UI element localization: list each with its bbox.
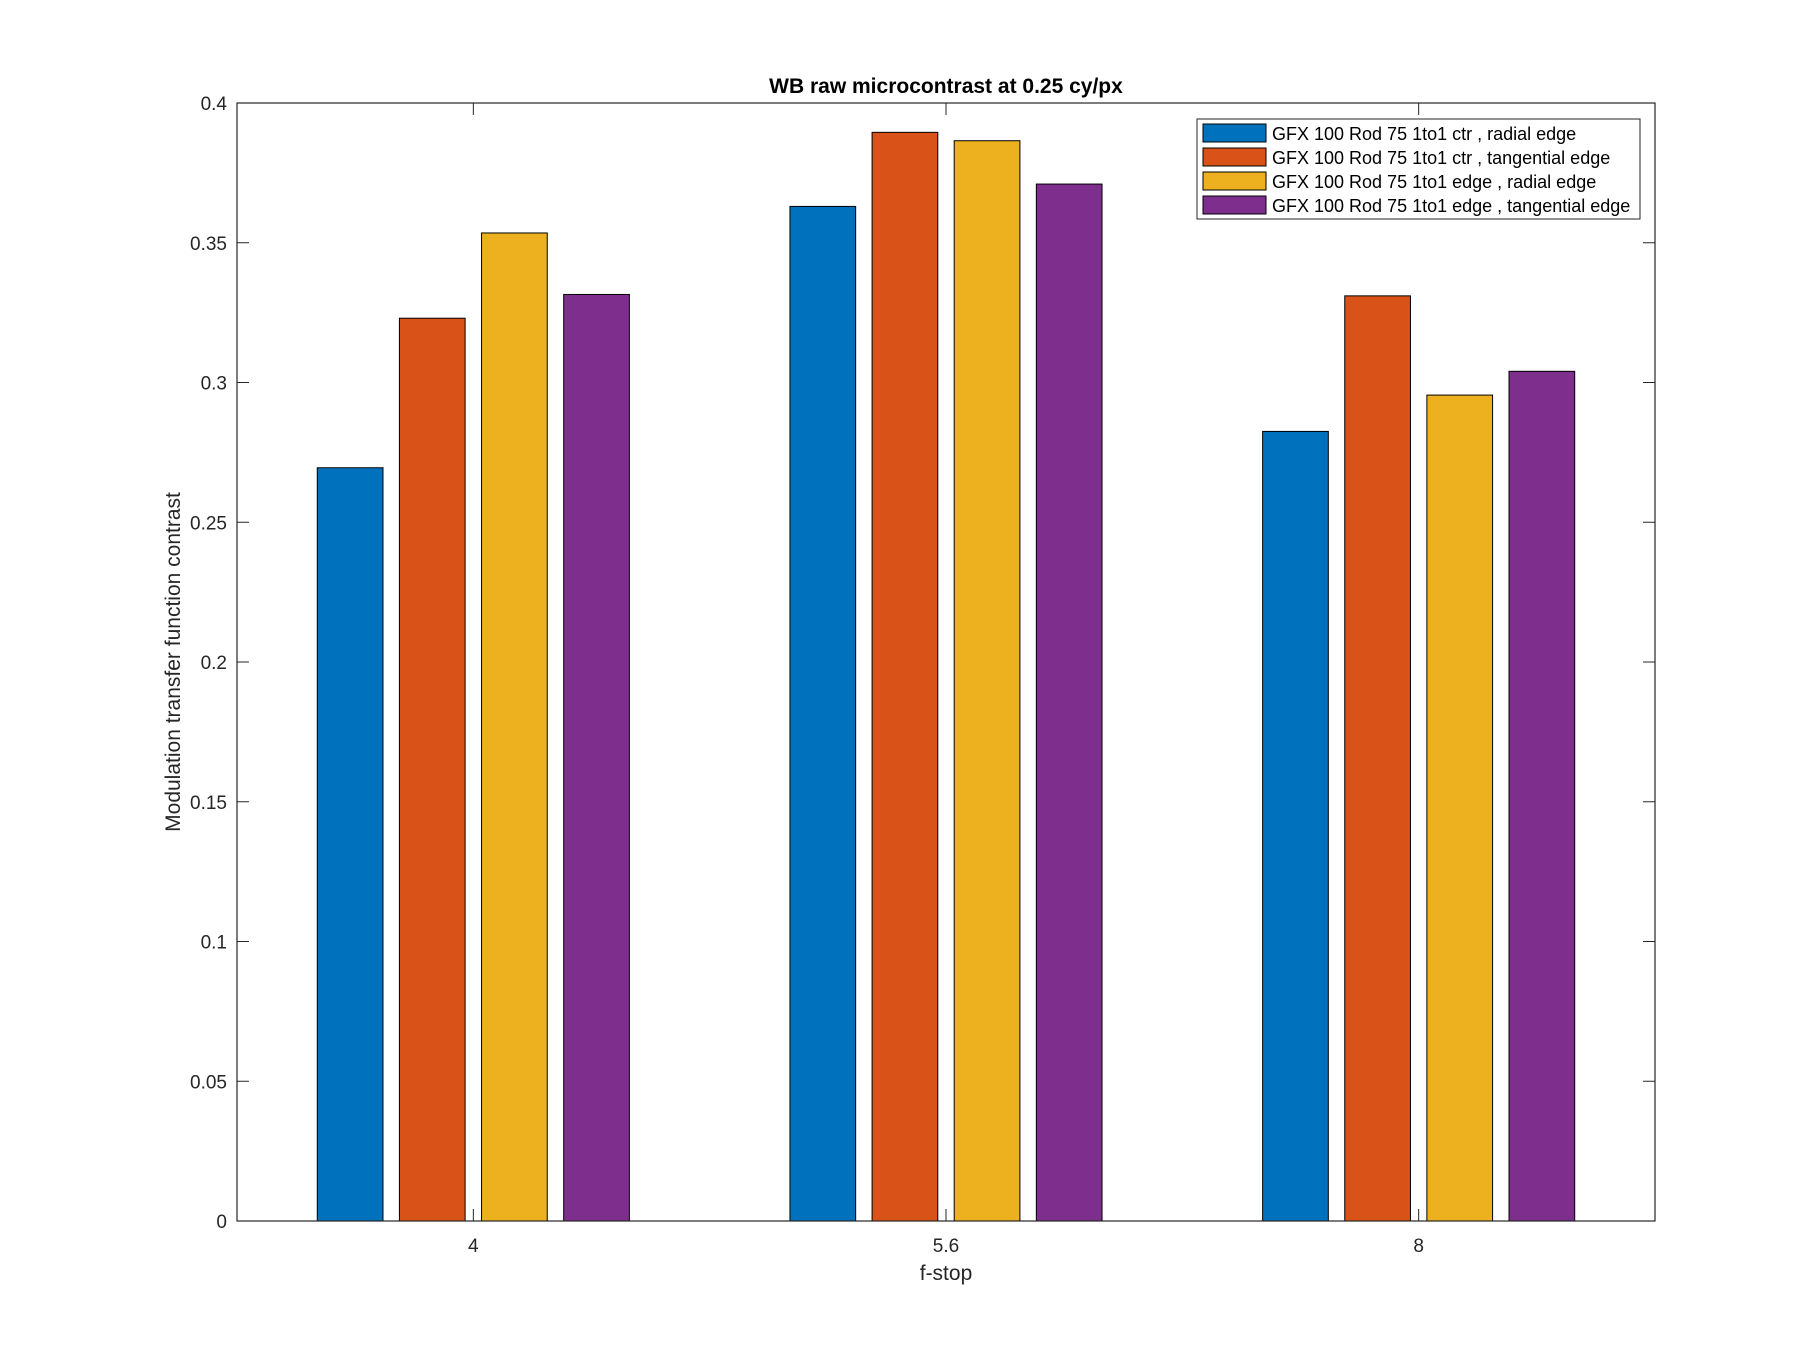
bar-8-series-4	[1508, 370, 1576, 1222]
y-tick-label: 0.05	[190, 1072, 227, 1093]
legend-swatch-2	[1202, 147, 1267, 167]
y-tick-label: 0.35	[190, 234, 227, 255]
x-tick-label: 8	[1413, 1236, 1424, 1257]
y-tick-label: 0.2	[201, 653, 227, 674]
legend-label-4: GFX 100 Rod 75 1to1 edge , tangential ed…	[1272, 196, 1630, 216]
legend-label-2: GFX 100 Rod 75 1to1 ctr , tangential edg…	[1272, 148, 1610, 168]
ticks-layer: 0 0.05 0.1 0.15 0.2 0.25 0.3 0.35 0.4 4 5.6 8	[190, 94, 1655, 1257]
bar-5-6-series-1	[789, 205, 857, 1222]
chart-title: WB raw microcontrast at 0.25 cy/px	[769, 75, 1123, 98]
bar-8-series-2	[1344, 295, 1411, 1222]
bar-4-series-4	[563, 293, 630, 1222]
y-tick-label: 0	[216, 1212, 227, 1233]
y-tick-label: 0.1	[201, 933, 227, 954]
bars-layer	[316, 131, 1576, 1222]
y-tick-label: 0.25	[190, 513, 227, 534]
legend-swatch-1	[1202, 123, 1267, 143]
legend-swatch-4	[1202, 195, 1267, 215]
bar-4-series-2	[398, 317, 466, 1222]
x-tick-label: 5.6	[933, 1236, 959, 1257]
legend-box	[1196, 118, 1641, 220]
bar-8-series-1	[1262, 430, 1329, 1222]
bar-5-6-series-4	[1035, 183, 1103, 1222]
bar-4-series-1	[316, 467, 384, 1222]
plot-frame	[236, 102, 1656, 1222]
legend-swatch-3	[1202, 171, 1267, 191]
y-tick-label: 0.4	[201, 94, 228, 115]
x-axis-title: f-stop	[920, 1262, 973, 1285]
bar-8-series-3	[1426, 394, 1494, 1222]
bar-5-6-series-2	[871, 131, 939, 1222]
legend-label-1: GFX 100 Rod 75 1to1 ctr , radial edge	[1272, 124, 1576, 144]
y-tick-label: 0.15	[190, 793, 227, 814]
bar-5-6-series-3	[953, 140, 1021, 1222]
legend-label-3: GFX 100 Rod 75 1to1 edge , radial edge	[1272, 172, 1596, 192]
y-tick-label: 0.3	[201, 374, 227, 395]
legend: GFX 100 Rod 75 1to1 ctr , radial edge GFX…	[1196, 118, 1641, 220]
plot-area	[237, 103, 1655, 1221]
bar-4-series-3	[481, 232, 548, 1222]
x-tick-label: 4	[468, 1236, 479, 1257]
y-axis-title: Modulation transfer function contrast	[162, 492, 185, 832]
